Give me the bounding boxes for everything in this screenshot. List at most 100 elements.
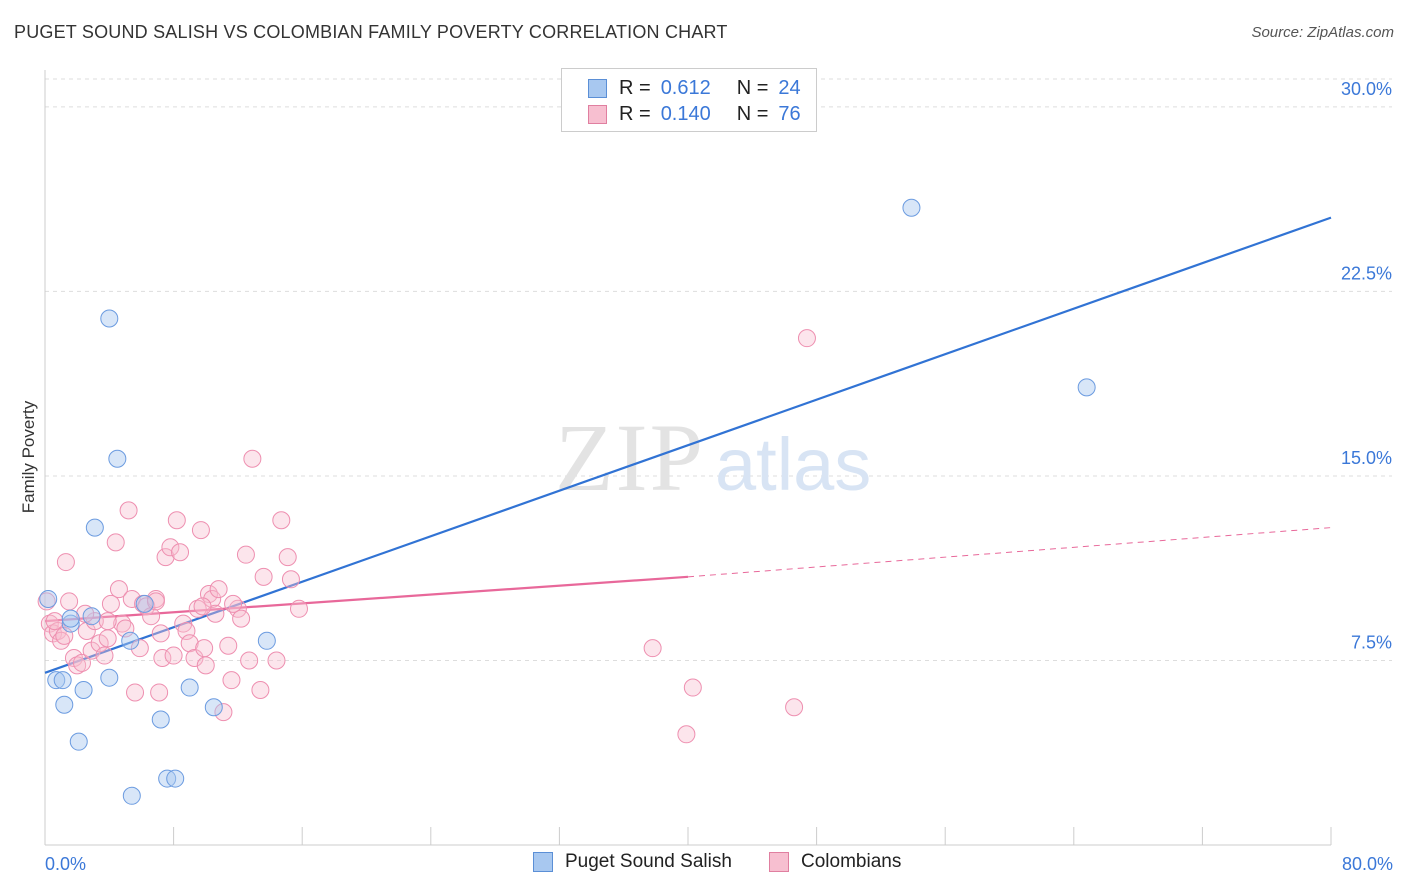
point-colombians [101, 594, 120, 613]
point-colombians [193, 597, 212, 616]
legend-r-label: R = [619, 102, 651, 125]
point-colombians [278, 548, 297, 567]
bottom-legend-swatch-colombians [769, 852, 789, 872]
point-puget-sound-salish [82, 607, 101, 626]
point-colombians [153, 649, 172, 668]
watermark-atlas: atlas [715, 423, 871, 506]
axes [44, 70, 1332, 846]
legend-r-value-colombians: 0.140 [660, 102, 711, 125]
legend-r-value-puget: 0.612 [660, 76, 711, 99]
point-colombians [68, 656, 87, 675]
point-colombians [267, 651, 286, 670]
legend-swatch-colombians [588, 104, 607, 124]
point-puget-sound-salish [180, 678, 199, 697]
point-colombians [240, 651, 259, 670]
point-colombians [146, 592, 165, 611]
legend-swatch-puget [588, 78, 607, 98]
legend-n-value-colombians: 76 [778, 102, 801, 125]
point-puget-sound-salish [122, 786, 141, 805]
legend-n-value-puget: 24 [778, 76, 801, 99]
trend-line-colombians-extension [687, 527, 1332, 578]
point-puget-sound-salish [151, 710, 170, 729]
trend-line-puget-sound-salish [44, 216, 1332, 674]
point-colombians [151, 624, 170, 643]
point-colombians [109, 580, 128, 599]
point-colombians [289, 599, 308, 618]
point-colombians [130, 639, 149, 658]
x-tick-label: 80.0% [1342, 854, 1393, 874]
point-puget-sound-salish [55, 695, 74, 714]
point-puget-sound-salish [1077, 378, 1096, 397]
watermark-zip: ZIP [555, 404, 705, 511]
point-colombians [677, 725, 696, 744]
legend-n-label: N = [736, 102, 769, 125]
point-colombians [209, 580, 228, 599]
point-colombians [106, 533, 125, 552]
point-colombians [222, 671, 241, 690]
point-colombians [95, 646, 114, 665]
chart-title: PUGET SOUND SALISH VS COLOMBIAN FAMILY P… [14, 22, 728, 42]
bottom-legend-label-puget: Puget Sound Salish [565, 851, 732, 872]
point-puget-sound-salish [53, 671, 72, 690]
point-puget-sound-salish [257, 631, 276, 650]
point-colombians [188, 599, 207, 618]
point-colombians [683, 678, 702, 697]
bottom-legend-swatch-puget [533, 852, 553, 872]
point-colombians [150, 683, 169, 702]
trend-lines [44, 216, 1332, 674]
point-colombians [119, 501, 138, 520]
point-colombians [236, 545, 255, 564]
point-colombians [243, 449, 262, 468]
data-points [37, 198, 1096, 805]
point-colombians [254, 567, 273, 586]
point-puget-sound-salish [61, 609, 80, 628]
point-colombians [60, 592, 79, 611]
point-colombians [156, 548, 175, 567]
point-colombians [56, 553, 75, 572]
point-colombians [272, 511, 291, 530]
trend-line-colombians [44, 575, 689, 623]
point-colombians [164, 646, 183, 665]
point-colombians [232, 609, 251, 628]
point-puget-sound-salish [69, 732, 88, 751]
point-puget-sound-salish [902, 198, 921, 217]
point-colombians [180, 634, 199, 653]
bottom-legend-colombians: Colombians [769, 851, 901, 873]
point-colombians [45, 612, 64, 631]
y-tick-label: 22.5% [1341, 263, 1392, 283]
point-colombians [643, 639, 662, 658]
point-colombians [785, 698, 804, 717]
point-colombians [85, 612, 104, 631]
source-label: Source: ZipAtlas.com [1251, 24, 1394, 41]
legend-r-label: R = [619, 76, 651, 99]
point-colombians [98, 612, 117, 631]
point-colombians [171, 543, 190, 562]
point-colombians [224, 594, 243, 613]
point-colombians [167, 511, 186, 530]
grid-lines [45, 78, 1392, 661]
legend-row-puget: R = 0.612 N = 24 [588, 76, 801, 100]
point-puget-sound-salish [47, 671, 66, 690]
y-tick-label: 30.0% [1341, 79, 1392, 99]
point-colombians [191, 521, 210, 540]
legend: R = 0.612 N = 24 R = 0.140 N = 76 [561, 68, 817, 132]
bottom-legend-puget: Puget Sound Salish [533, 851, 732, 873]
x-tick-label: 0.0% [45, 854, 86, 874]
point-colombians [72, 653, 91, 672]
point-puget-sound-salish [108, 449, 127, 468]
point-puget-sound-salish [100, 309, 119, 328]
point-puget-sound-salish [166, 769, 185, 788]
point-puget-sound-salish [85, 518, 104, 537]
point-colombians [797, 329, 816, 348]
point-puget-sound-salish [100, 668, 119, 687]
legend-row-colombians: R = 0.140 N = 76 [588, 102, 801, 126]
y-tick-label: 15.0% [1341, 448, 1392, 468]
point-colombians [195, 639, 214, 658]
point-puget-sound-salish [135, 594, 154, 613]
point-colombians [214, 703, 233, 722]
point-puget-sound-salish [74, 681, 93, 699]
point-colombians [203, 589, 222, 608]
legend-n-label: N = [736, 76, 769, 99]
bottom-legend-label-colombians: Colombians [801, 851, 902, 872]
